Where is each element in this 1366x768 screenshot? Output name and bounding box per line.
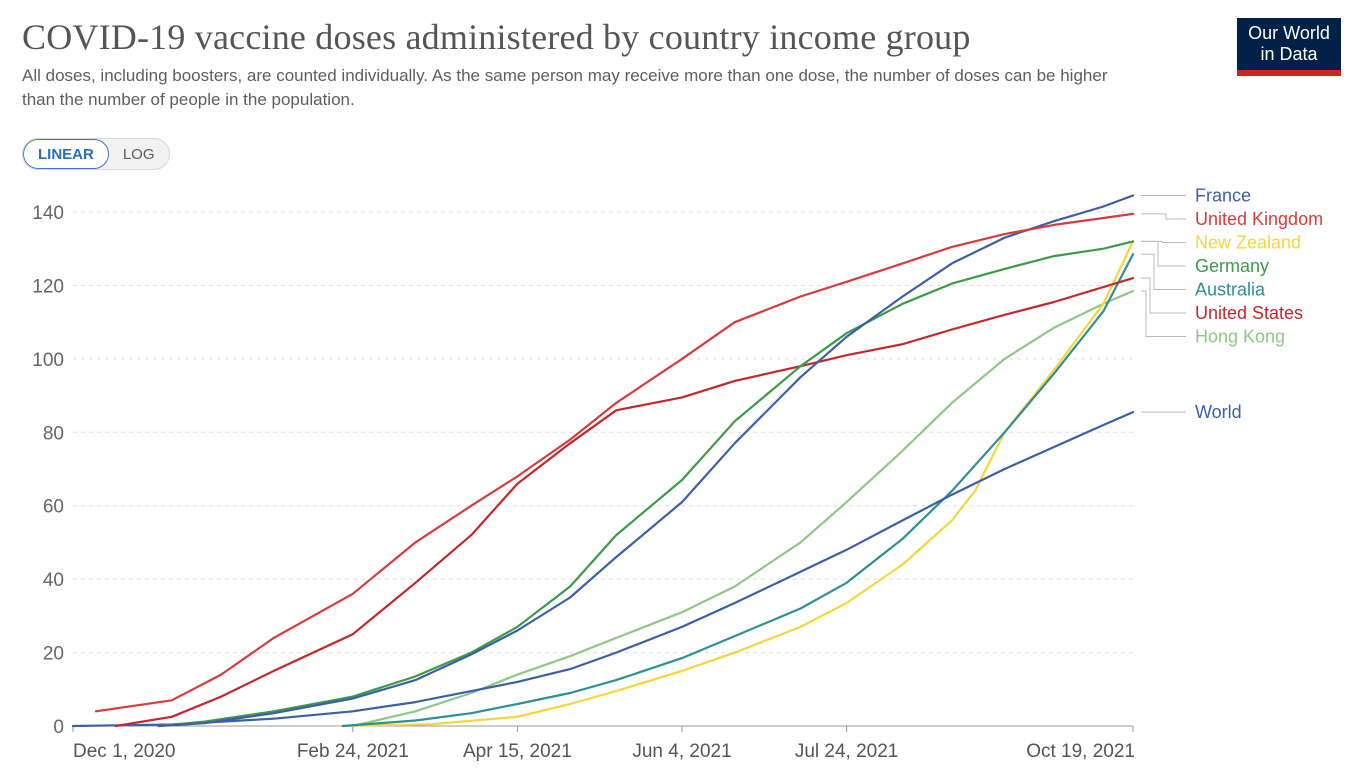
- series-line-france[interactable]: [157, 194, 1135, 728]
- x-tick-label: Jul 24, 2021: [795, 741, 899, 762]
- logo-accent-bar: [1237, 70, 1341, 76]
- series-lines: [71, 194, 1135, 728]
- legend-label-united-kingdom[interactable]: United Kingdom: [1195, 209, 1323, 229]
- linear-scale-button[interactable]: LINEAR: [23, 139, 109, 169]
- x-tick-label: Feb 24, 2021: [297, 741, 409, 762]
- x-tick-label: Oct 19, 2021: [1026, 741, 1135, 762]
- y-tick-label: 80: [43, 423, 64, 444]
- x-tick-label: Jun 4, 2021: [632, 741, 731, 762]
- series-line-australia[interactable]: [341, 253, 1135, 728]
- y-tick-label: 40: [43, 570, 64, 591]
- y-tick-label: 20: [43, 644, 64, 665]
- chart-subtitle: All doses, including boosters, are count…: [22, 66, 1108, 109]
- legend-label-australia[interactable]: Australia: [1195, 280, 1266, 300]
- x-axis: Dec 1, 2020 Feb 24, 2021 Apr 15, 2021 Jun 4…: [72, 725, 1135, 762]
- legend-leader-line: [1141, 240, 1186, 267]
- series-line-new-zealand[interactable]: [338, 240, 1135, 728]
- y-axis-ticks: 0 20 40 60 80 100 120 140: [32, 203, 64, 738]
- series-line-world[interactable]: [71, 411, 1135, 728]
- series-line-united-kingdom[interactable]: [94, 212, 1135, 713]
- y-tick-label: 60: [43, 497, 64, 518]
- y-tick-label: 140: [32, 203, 64, 224]
- log-scale-button[interactable]: LOG: [109, 139, 169, 169]
- series-line-hong-kong[interactable]: [351, 289, 1135, 728]
- series-line-united-states[interactable]: [114, 277, 1135, 728]
- legend-label-new-zealand[interactable]: New Zealand: [1195, 233, 1301, 253]
- series-line-germany[interactable]: [157, 240, 1135, 728]
- legend-label-germany[interactable]: Germany: [1195, 256, 1269, 276]
- y-tick-label: 120: [32, 276, 64, 297]
- logo-line-2: in Data: [1260, 44, 1318, 64]
- legend-label-united-states[interactable]: United States: [1195, 303, 1303, 323]
- legend-leader-line: [1141, 290, 1186, 337]
- logo-line-1: Our World: [1248, 23, 1330, 43]
- y-tick-label: 0: [53, 717, 64, 738]
- legend-leader-line: [1141, 213, 1186, 220]
- legend-leader-line: [1141, 253, 1186, 290]
- legend-label-france[interactable]: France: [1195, 186, 1251, 206]
- gridlines: [73, 211, 1133, 654]
- legend-leader-line: [1141, 277, 1186, 314]
- x-tick-label: Apr 15, 2021: [463, 741, 572, 762]
- legend: France United Kingdom New Zealand Germany Au…: [1141, 186, 1323, 422]
- owid-logo[interactable]: Our World in Data: [1237, 18, 1341, 76]
- y-tick-label: 100: [32, 350, 64, 371]
- legend-label-world[interactable]: World: [1195, 402, 1242, 422]
- x-tick-label: Dec 1, 2020: [73, 741, 175, 762]
- legend-label-hong-kong[interactable]: Hong Kong: [1195, 327, 1285, 347]
- chart-title: COVID-19 vaccine doses administered by c…: [22, 17, 971, 57]
- scale-toggle: LINEAR LOG: [22, 138, 170, 170]
